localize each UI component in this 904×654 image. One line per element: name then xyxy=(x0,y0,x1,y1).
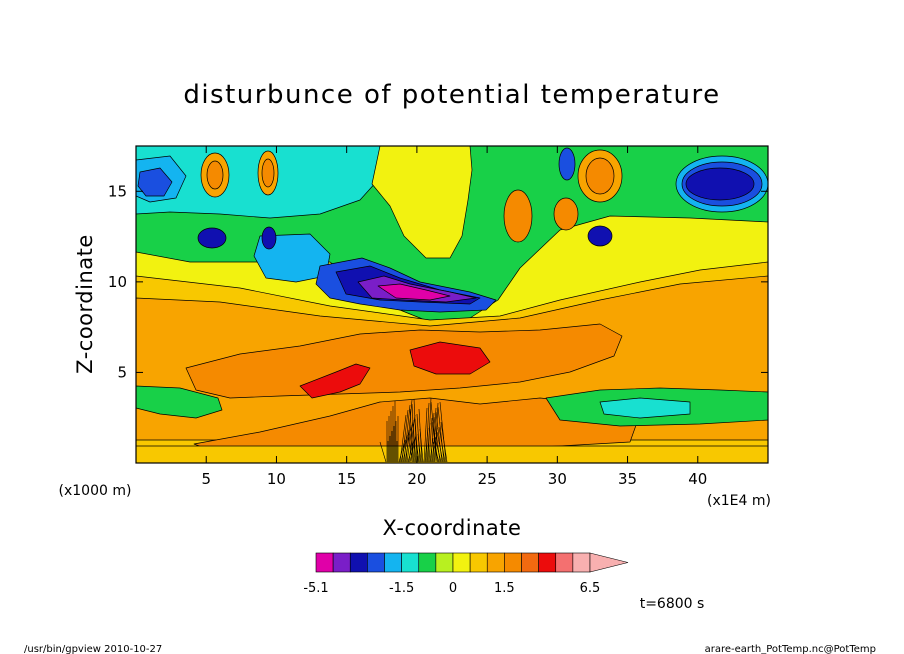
region-left-blue-blob xyxy=(197,227,227,249)
plume-contour-line xyxy=(433,416,441,463)
colorbar-extend-arrow xyxy=(589,552,629,573)
plume-contour-line xyxy=(416,413,421,463)
plume-contour-line xyxy=(402,429,410,463)
colorbar-swatch xyxy=(315,552,334,573)
colorbar-swatch xyxy=(401,552,420,573)
plume-contour-line xyxy=(429,437,434,463)
plume-contour-line xyxy=(430,401,438,463)
region-mid-magenta xyxy=(377,283,451,301)
colorbar-swatch xyxy=(521,552,539,573)
footer-right: arare-earth_PotTemp.nc@PotTemp xyxy=(705,644,876,654)
colorbar-swatch xyxy=(349,552,368,573)
region-surface-yellow xyxy=(136,445,768,463)
colorbar-tick-labels: -5.1 -1.5 0 1.5 6.5 xyxy=(303,581,600,596)
colorbar-swatch xyxy=(486,552,505,573)
region-top-right-orange-core xyxy=(585,157,615,195)
colorbar-tick-label: -1.5 xyxy=(389,581,414,596)
plume-contour-line xyxy=(428,417,433,463)
region-top-right-navy xyxy=(685,167,755,201)
plume-contour-line xyxy=(400,434,408,463)
y-axis-title: Z-coordinate xyxy=(73,234,97,374)
plume-contour-line xyxy=(418,408,423,463)
plume-contour-line xyxy=(413,398,418,463)
plume-contour-line xyxy=(424,427,429,463)
x-axis-title: X-coordinate xyxy=(383,516,522,540)
colorbar xyxy=(315,552,629,573)
plume-contour-line xyxy=(379,441,387,463)
plume-contour-line xyxy=(439,401,447,463)
x-tick-label: 15 xyxy=(337,470,356,488)
colorbar-tick-label: 1.5 xyxy=(494,581,515,596)
x-unit-label: (x1E4 m) xyxy=(707,493,771,509)
colorbar-tick-label: 0 xyxy=(449,581,457,596)
colorbar-swatch xyxy=(332,552,351,573)
y-tick-label: 10 xyxy=(108,273,127,291)
region-left-blue-blob-2 xyxy=(261,226,277,250)
region-lower-darkorange xyxy=(185,323,623,399)
contour-field xyxy=(136,146,768,463)
colorbar-swatch xyxy=(469,552,488,573)
region-top-right-blue-slit xyxy=(558,147,576,181)
y-axis-ticks: 5 10 15 xyxy=(108,182,768,381)
colorbar-swatch xyxy=(367,552,385,573)
colorbar-swatch xyxy=(572,552,591,573)
y-unit-label: (x1000 m) xyxy=(59,483,132,499)
region-left-green-band xyxy=(136,385,223,419)
field-contour-fills xyxy=(136,146,768,463)
colorbar-swatch xyxy=(538,552,557,573)
plume-contour-line xyxy=(426,422,431,463)
plume-contour-line xyxy=(435,411,443,463)
plume-contour-line xyxy=(398,439,406,463)
region-red-left xyxy=(299,363,371,399)
x-tick-label: 10 xyxy=(267,470,286,488)
x-tick-label: 35 xyxy=(618,470,637,488)
colorbar-swatch xyxy=(384,552,402,573)
region-right-teal-band xyxy=(599,397,691,419)
time-annotation: t=6800 s xyxy=(640,596,705,612)
y-tick-label: 15 xyxy=(108,182,127,200)
plume-contour-line xyxy=(411,403,416,463)
colorbar-swatch xyxy=(504,552,522,573)
plume-contour-line xyxy=(430,412,435,463)
region-right-orange-spot xyxy=(553,197,579,231)
region-right-blue-blob xyxy=(587,225,613,247)
colorbar-swatch xyxy=(435,552,454,573)
region-top-orange-core-2 xyxy=(261,158,275,188)
plume-contour-line xyxy=(437,406,445,463)
x-tick-label: 20 xyxy=(407,470,426,488)
plume-contour-line xyxy=(423,407,428,463)
footer-left: /usr/bin/gpview 2010-10-27 xyxy=(24,644,162,654)
plume-contour-line xyxy=(408,433,413,463)
region-right-orange-streak xyxy=(503,189,533,243)
region-top-center-yellow xyxy=(371,146,473,259)
colorbar-swatch xyxy=(418,552,437,573)
x-tick-label: 25 xyxy=(478,470,497,488)
colorbar-tick-label: -5.1 xyxy=(303,581,328,596)
x-tick-label: 40 xyxy=(688,470,707,488)
chart-title: disturbunce of potential temperature xyxy=(183,80,720,110)
region-top-left-blue xyxy=(137,167,173,197)
plume-contour-line xyxy=(434,436,442,463)
x-tick-label: 30 xyxy=(548,470,567,488)
plume-contour-line xyxy=(409,408,414,463)
x-axis-ticks: 5 10 15 20 25 30 35 40 xyxy=(201,146,707,488)
region-top-orange-core xyxy=(206,160,224,190)
colorbar-swatch xyxy=(555,552,574,573)
x-tick-label: 5 xyxy=(201,470,211,488)
plot-frame xyxy=(135,145,769,464)
y-tick-label: 5 xyxy=(117,363,127,381)
colorbar-swatch xyxy=(452,552,471,573)
colorbar-tick-label: 6.5 xyxy=(580,581,601,596)
region-red-right xyxy=(409,341,491,375)
plume-contour-line xyxy=(404,424,412,463)
